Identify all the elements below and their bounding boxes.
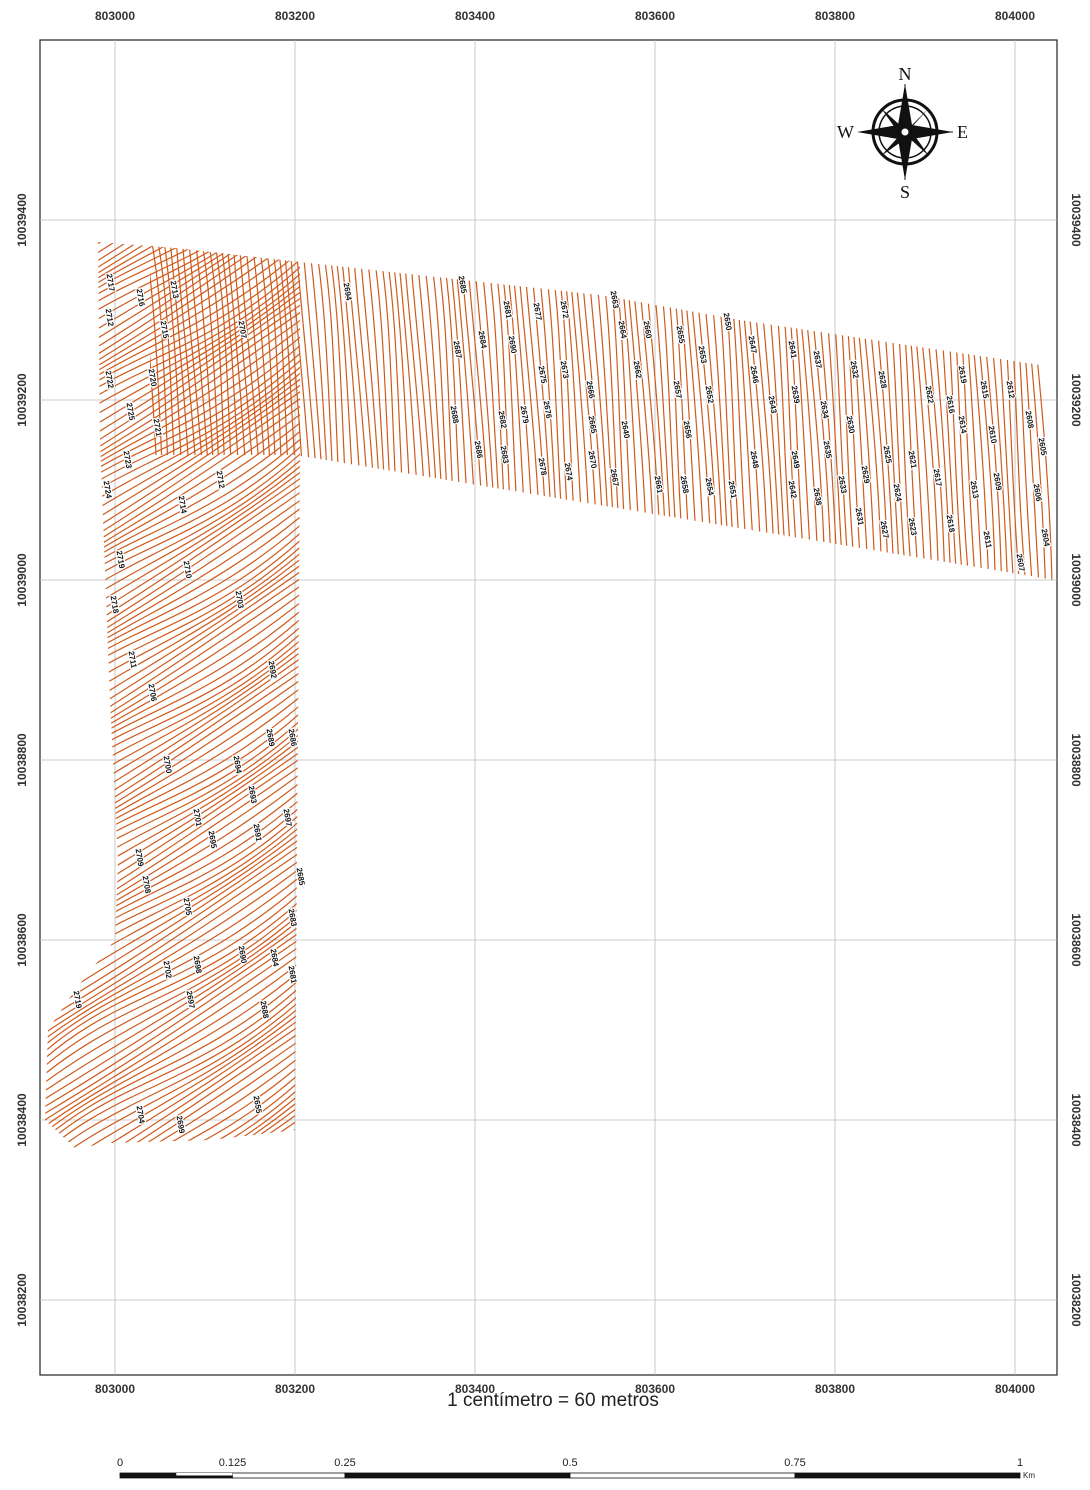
scale-segment	[176, 1473, 232, 1476]
y-tick-label: 10038600	[15, 913, 29, 967]
compass-s: S	[900, 182, 910, 202]
scale-segment	[795, 1473, 1020, 1478]
scale-text: 1 centímetro = 60 metros	[447, 1390, 659, 1411]
y-tick-label: 10038400	[1069, 1093, 1083, 1147]
scale-label: 1	[1017, 1457, 1023, 1469]
x-tick-label: 803000	[95, 1382, 135, 1396]
x-tick-label: 803800	[815, 1382, 855, 1396]
compass-e: E	[957, 122, 968, 142]
y-tick-label: 10039200	[1069, 373, 1083, 427]
y-tick-label: 10038200	[1069, 1273, 1083, 1327]
scale-label: 0	[117, 1457, 123, 1469]
x-tick-label: 804000	[995, 9, 1035, 23]
x-tick-label: 803200	[275, 9, 315, 23]
y-tick-label: 10039400	[1069, 193, 1083, 247]
scale-segment	[345, 1473, 570, 1478]
y-tick-label: 10038200	[15, 1273, 29, 1327]
x-tick-label: 803200	[275, 1382, 315, 1396]
scale-label: 0.75	[784, 1457, 805, 1469]
scale-unit: Km	[1023, 1471, 1035, 1480]
scale-label: 0.25	[334, 1457, 355, 1469]
x-tick-label: 803800	[815, 9, 855, 23]
page: {"map": { "x_ticks": [803000, 803200, 80…	[0, 0, 1090, 1485]
y-tick-label: 10038600	[1069, 913, 1083, 967]
scale-segment	[233, 1473, 346, 1478]
y-tick-label: 10038800	[15, 733, 29, 787]
scale-label: 0.125	[219, 1457, 247, 1469]
y-tick-label: 10039200	[15, 373, 29, 427]
x-tick-label: 803000	[95, 9, 135, 23]
compass-w: W	[837, 122, 854, 142]
y-tick-label: 10038400	[15, 1093, 29, 1147]
y-tick-label: 10039000	[15, 553, 29, 607]
scale-label: 0.5	[562, 1457, 577, 1469]
map-figure: 2717271627132715271227072694268526812677…	[0, 0, 1090, 1485]
scale-segment	[570, 1473, 795, 1478]
x-tick-label: 804000	[995, 1382, 1035, 1396]
x-tick-label: 803400	[455, 9, 495, 23]
y-tick-label: 10039000	[1069, 553, 1083, 607]
y-tick-label: 10038800	[1069, 733, 1083, 787]
y-tick-label: 10039400	[15, 193, 29, 247]
compass-n: N	[899, 64, 912, 84]
x-tick-label: 803600	[635, 9, 675, 23]
